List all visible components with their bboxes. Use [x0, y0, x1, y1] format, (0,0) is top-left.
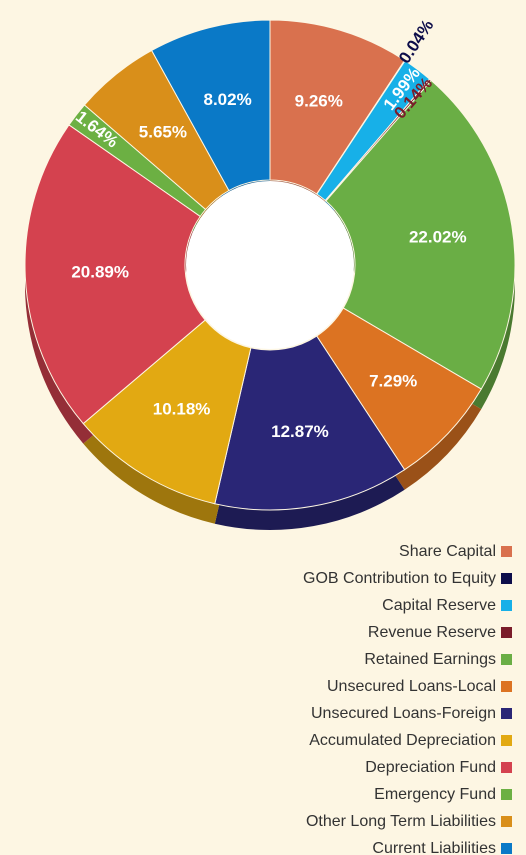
data-label: 10.18% [153, 400, 211, 419]
donut-top [24, 19, 516, 511]
data-label: 8.02% [204, 90, 252, 109]
legend-label: Capital Reserve [382, 597, 496, 614]
data-label: 20.89% [71, 263, 129, 282]
slice [82, 319, 252, 505]
legend-swatch [501, 654, 512, 665]
legend-swatch [501, 762, 512, 773]
slice [214, 335, 406, 511]
data-label: 12.87% [271, 422, 329, 441]
data-label: 5.65% [139, 122, 187, 141]
legend-label: Unsecured Loans-Foreign [311, 705, 496, 722]
legend-label: Revenue Reserve [368, 624, 496, 641]
legend-swatch [501, 708, 512, 719]
legend-label: Unsecured Loans-Local [327, 678, 496, 695]
legend-label: Current Liabilities [372, 840, 496, 855]
legend-label: Accumulated Depreciation [309, 732, 496, 749]
legend-swatch [501, 573, 512, 584]
data-label: 22.02% [409, 227, 467, 246]
legend-swatch [501, 681, 512, 692]
legend-swatch [501, 546, 512, 557]
legend-swatch [501, 735, 512, 746]
legend-swatch [501, 816, 512, 827]
donut-hole [186, 181, 354, 349]
legend-label: Share Capital [399, 543, 496, 560]
legend-swatch [501, 789, 512, 800]
slice [325, 79, 516, 390]
legend-label: Depreciation Fund [365, 759, 496, 776]
legend-swatch [501, 600, 512, 611]
legend-label: Emergency Fund [374, 786, 496, 803]
legend-label: GOB Contribution to Equity [303, 570, 496, 587]
legend-label: Other Long Term Liabilities [306, 813, 496, 830]
legend-label: Retained Earnings [364, 651, 496, 668]
data-label: 7.29% [369, 372, 417, 391]
slice [151, 19, 271, 192]
legend-swatch [501, 627, 512, 638]
slice [24, 124, 206, 425]
data-label: 0.04% [395, 16, 437, 67]
legend-swatch [501, 843, 512, 854]
data-label: 9.26% [295, 92, 343, 111]
